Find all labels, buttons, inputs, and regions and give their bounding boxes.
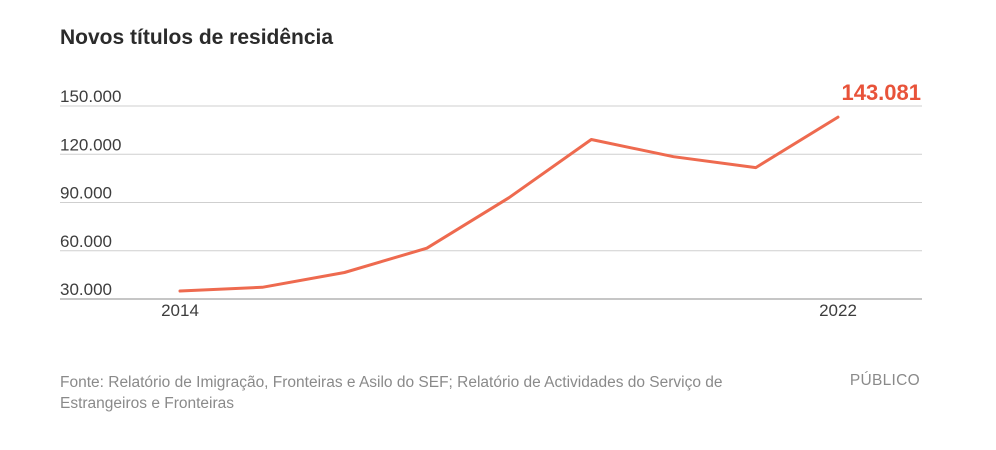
- y-tick-label: 120.000: [60, 135, 121, 154]
- y-tick-label: 150.000: [60, 87, 121, 106]
- x-tick-label: 2022: [819, 301, 857, 320]
- source-note: Fonte: Relatório de Imigração, Fronteira…: [60, 374, 723, 412]
- publisher-brand: PÚBLICO: [849, 372, 920, 389]
- series-line: [178, 115, 840, 293]
- y-tick-label: 30.000: [60, 280, 112, 299]
- x-tick-label: 2014: [161, 301, 199, 320]
- y-tick-label: 60.000: [60, 232, 112, 251]
- y-tick-label: 90.000: [60, 184, 112, 203]
- last-value-label: 143.081: [841, 80, 921, 105]
- chart-title: Novos títulos de residência: [60, 26, 334, 49]
